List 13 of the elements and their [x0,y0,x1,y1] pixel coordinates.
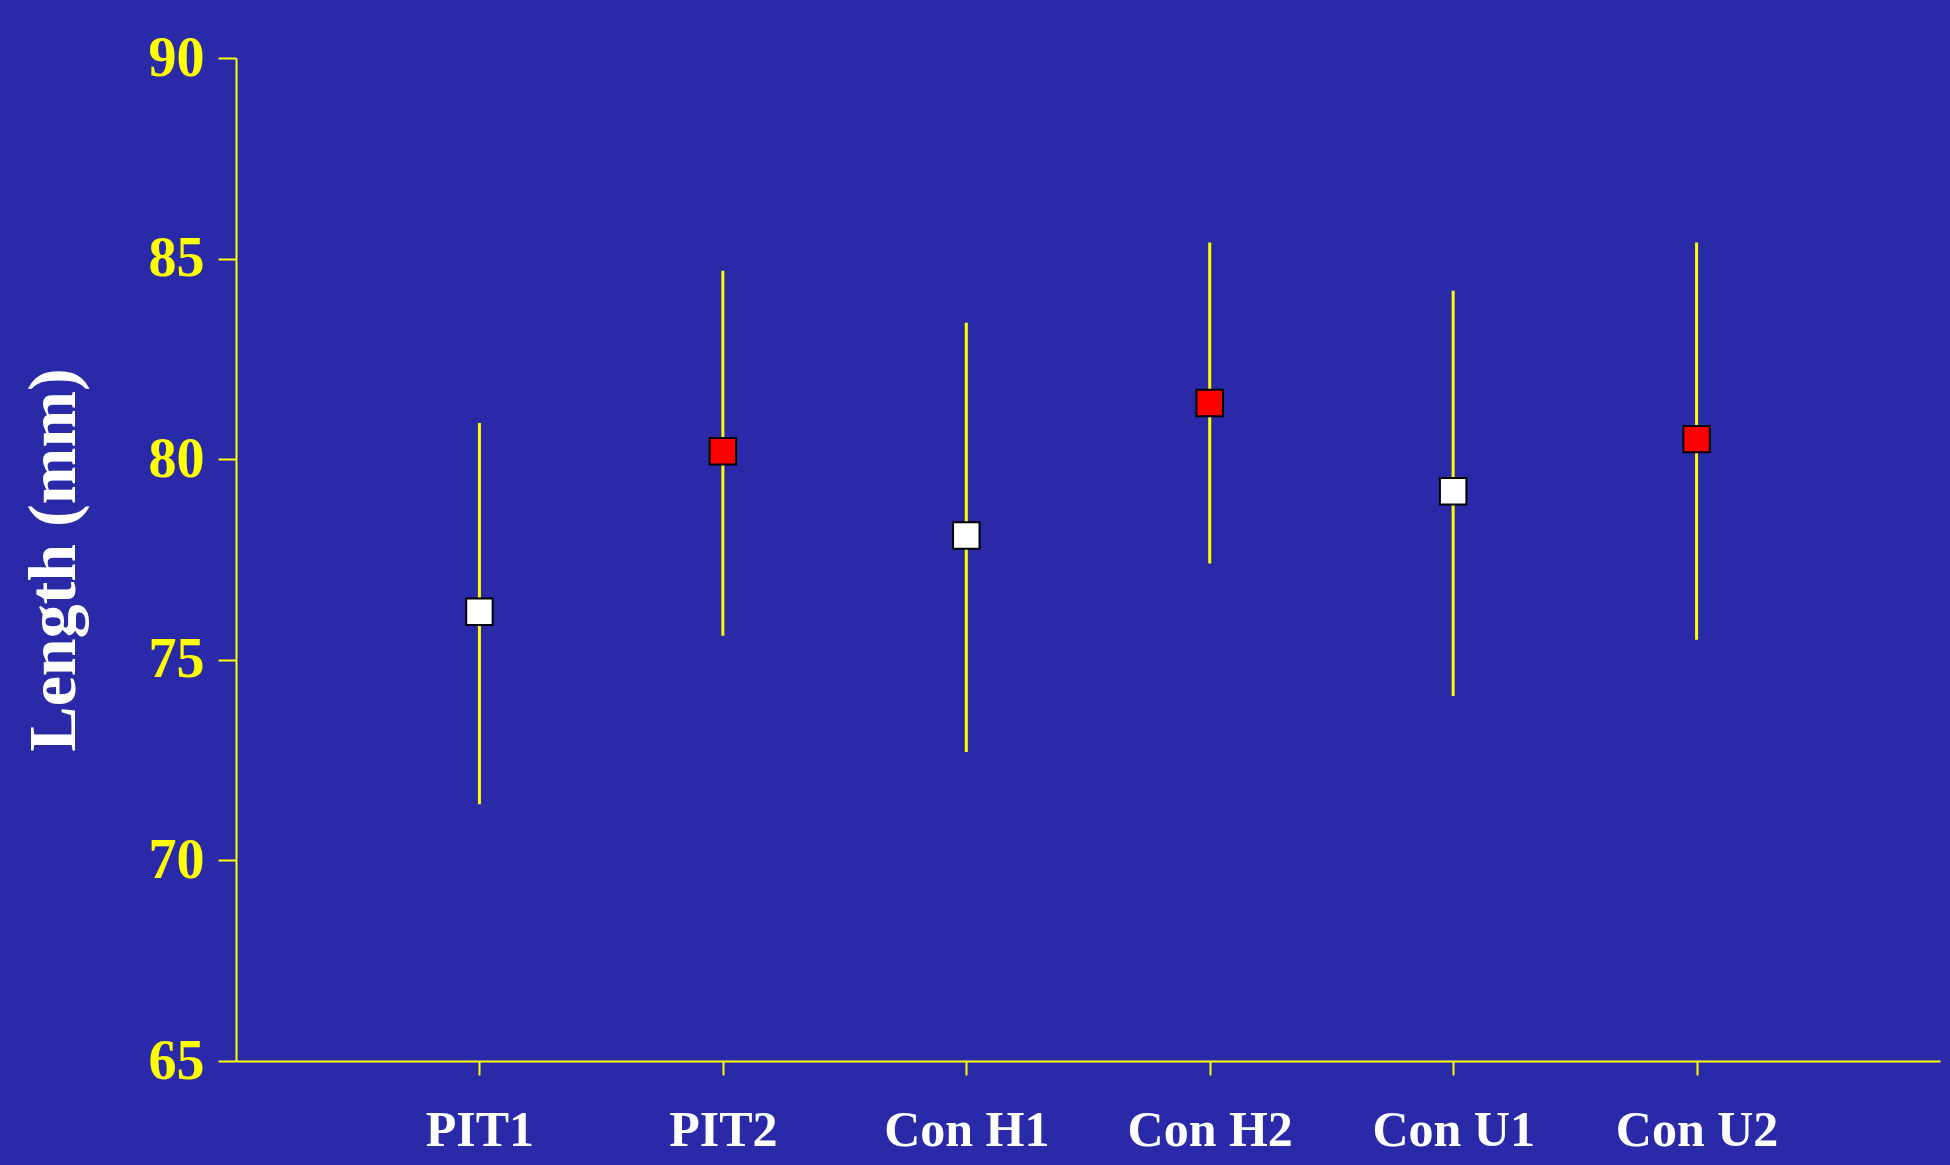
y-tick-label: 90 [148,25,205,88]
y-tick-label: 80 [148,426,205,489]
y-tick-label: 70 [148,827,205,890]
x-tick-label: Con U1 [1372,1100,1535,1157]
x-tick-label: Con H2 [1127,1100,1293,1157]
y-tick-label: 65 [148,1028,205,1091]
y-tick-label: 75 [148,627,205,690]
x-tick-label: PIT1 [425,1100,535,1157]
x-tick-label: PIT2 [669,1100,778,1157]
x-tick-label: Con H1 [884,1100,1050,1157]
y-tick-label: 85 [148,226,205,289]
y-axis-title: Length (mm) [13,368,90,752]
x-tick-label: Con U2 [1615,1100,1779,1157]
